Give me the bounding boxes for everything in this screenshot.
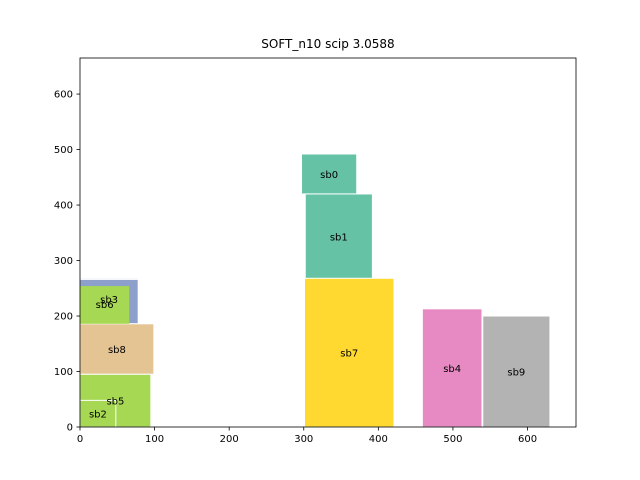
label-sb4: sb4 (443, 364, 461, 375)
rect-sb7 (304, 277, 395, 428)
y-tick-label: 500 (54, 145, 73, 156)
x-tick-label: 600 (518, 434, 537, 445)
chart-title: SOFT_n10 scip 3.0588 (261, 37, 394, 51)
rect-sb4 (421, 308, 483, 428)
label-sb0: sb0 (320, 170, 338, 181)
axes: 0 100 200 300 400 500 600 0 100 200 300 400 500 600 (54, 57, 577, 445)
y-tick-label: 600 (54, 90, 73, 101)
x-tick-label: 200 (220, 434, 239, 445)
label-sb9: sb9 (507, 368, 525, 379)
x-tick-label: 300 (294, 434, 313, 445)
x-tick-label: 0 (77, 434, 83, 445)
label-sb6: sb6 (96, 300, 114, 311)
x-tick-label: 100 (145, 434, 164, 445)
rect-sb1 (304, 193, 373, 280)
plot-frame (79, 57, 577, 428)
rect-sb6-overlay (80, 286, 130, 324)
x-tick-label: 400 (369, 434, 388, 445)
y-tick-label: 100 (54, 367, 73, 378)
label-sb7: sb7 (340, 349, 358, 360)
rect-sb8 (79, 323, 155, 375)
label-sb2: sb2 (89, 410, 107, 421)
label-sb3: sb3 (100, 295, 118, 306)
label-sb8: sb8 (108, 345, 126, 356)
x-tick-label: 500 (443, 434, 462, 445)
rectangles-layer (79, 153, 551, 428)
rect-sb0 (301, 153, 358, 195)
rect-sb9 (482, 315, 551, 428)
label-sb5: sb5 (106, 397, 124, 408)
y-tick-label: 300 (54, 256, 73, 267)
y-tick-label: 400 (54, 201, 73, 212)
label-sb1: sb1 (330, 233, 348, 244)
y-tick-label: 0 (67, 423, 73, 434)
y-tick-label: 200 (54, 312, 73, 323)
